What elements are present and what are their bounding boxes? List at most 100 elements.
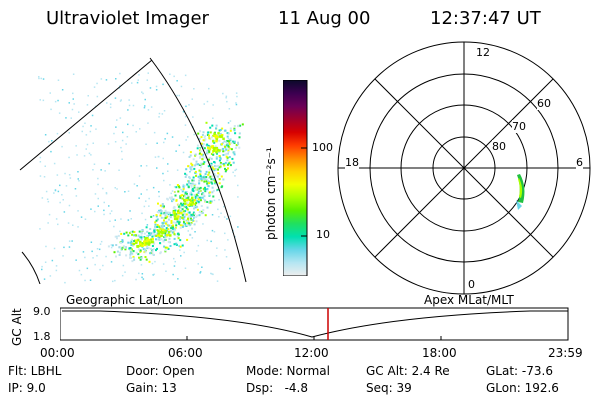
emission-pixel bbox=[129, 253, 132, 256]
emission-pixel bbox=[57, 99, 59, 102]
emission-pixel bbox=[204, 188, 207, 191]
emission-pixel bbox=[218, 216, 220, 218]
seq-value: Seq: 39 bbox=[366, 381, 412, 395]
emission-pixel bbox=[105, 192, 108, 195]
emission-pixel bbox=[202, 131, 205, 134]
emission-pixel bbox=[129, 241, 132, 244]
mlt-label-12: 12 bbox=[475, 46, 491, 59]
emission-pixel bbox=[140, 193, 142, 195]
emission-pixel bbox=[197, 175, 200, 178]
emission-pixel bbox=[132, 250, 135, 253]
emission-pixel bbox=[218, 155, 221, 157]
emission-pixel bbox=[44, 261, 47, 263]
emission-pixel bbox=[199, 155, 202, 158]
emission-pixel bbox=[159, 238, 162, 241]
emission-pixel bbox=[181, 244, 184, 247]
emission-pixel bbox=[99, 243, 102, 245]
emission-pixel bbox=[212, 104, 214, 106]
lat-label-70: 70 bbox=[512, 120, 526, 133]
emission-pixel bbox=[141, 229, 144, 232]
emission-pixel bbox=[210, 178, 213, 181]
emission-pixel bbox=[206, 152, 209, 155]
emission-pixel bbox=[54, 189, 57, 191]
emission-pixel bbox=[237, 143, 240, 146]
emission-pixel bbox=[150, 215, 153, 218]
emission-pixel bbox=[176, 94, 178, 97]
emission-pixel bbox=[186, 183, 189, 186]
emission-pixel bbox=[74, 188, 77, 190]
emission-pixel bbox=[132, 104, 135, 107]
emission-pixel bbox=[159, 204, 162, 207]
emission-pixel bbox=[230, 148, 233, 151]
emission-pixel bbox=[61, 89, 64, 91]
emission-pixel bbox=[232, 171, 234, 174]
emission-pixel bbox=[133, 183, 136, 185]
emission-pixel bbox=[172, 224, 175, 227]
emission-pixel bbox=[185, 105, 187, 108]
emission-pixel bbox=[186, 220, 189, 222]
emission-pixel bbox=[138, 197, 140, 199]
emission-pixel bbox=[227, 167, 229, 170]
emission-pixel bbox=[86, 104, 89, 106]
emission-pixel bbox=[174, 191, 176, 193]
colorbar-tick-100: 100 bbox=[312, 141, 333, 154]
emission-pixel bbox=[226, 140, 229, 142]
emission-pixel bbox=[235, 144, 238, 146]
emission-pixel bbox=[77, 210, 79, 212]
emission-pixel bbox=[226, 156, 229, 159]
emission-pixel bbox=[233, 140, 236, 143]
emission-pixel bbox=[136, 238, 140, 242]
emission-pixel bbox=[102, 187, 104, 190]
emission-pixel bbox=[145, 165, 148, 167]
emission-pixel bbox=[208, 191, 211, 194]
emission-pixel bbox=[138, 74, 140, 76]
emission-pixel bbox=[160, 210, 163, 212]
emission-pixel bbox=[188, 182, 190, 185]
emission-pixel bbox=[194, 231, 196, 233]
emission-pixel bbox=[201, 192, 204, 194]
emission-pixel bbox=[220, 186, 223, 189]
emission-pixel bbox=[158, 195, 160, 198]
emission-pixel bbox=[120, 249, 123, 251]
emission-pixel bbox=[199, 130, 202, 133]
polar-mlat-mlt-plot bbox=[337, 41, 591, 295]
emission-pixel bbox=[93, 163, 96, 165]
emission-pixel bbox=[183, 184, 186, 187]
emission-pixel bbox=[64, 172, 66, 175]
emission-pixel bbox=[169, 245, 172, 247]
emission-pixel bbox=[173, 186, 176, 188]
emission-pixel bbox=[77, 171, 79, 173]
emission-pixel bbox=[189, 168, 192, 171]
emission-pixel bbox=[120, 232, 123, 235]
emission-pixel bbox=[136, 245, 139, 248]
emission-pixel bbox=[84, 256, 86, 259]
emission-pixel bbox=[182, 187, 185, 189]
emission-pixel bbox=[180, 210, 183, 212]
emission-pixel bbox=[235, 103, 238, 106]
emission-pixel bbox=[184, 74, 187, 77]
emission-pixel bbox=[190, 213, 193, 216]
emission-pixel bbox=[210, 165, 213, 168]
emission-pixel bbox=[209, 126, 212, 129]
emission-pixel bbox=[81, 130, 83, 133]
emission-pixel bbox=[211, 186, 214, 189]
emission-pixel bbox=[75, 195, 78, 197]
emission-pixel bbox=[104, 170, 106, 172]
emission-pixel bbox=[228, 143, 231, 146]
emission-pixel bbox=[198, 149, 201, 152]
emission-pixel bbox=[179, 196, 182, 199]
aurora-emission bbox=[38, 72, 244, 284]
emission-pixel bbox=[204, 138, 207, 141]
emission-pixel bbox=[185, 204, 188, 206]
emission-pixel bbox=[71, 108, 74, 111]
emission-pixel bbox=[206, 239, 208, 242]
emission-pixel bbox=[99, 268, 101, 271]
emission-pixel bbox=[140, 232, 143, 235]
emission-pixel bbox=[162, 172, 164, 175]
emission-pixel bbox=[181, 190, 184, 193]
emission-pixel bbox=[45, 245, 47, 248]
emission-pixel bbox=[89, 130, 92, 133]
emission-pixel bbox=[167, 228, 170, 231]
emission-pixel bbox=[38, 77, 40, 80]
emission-pixel bbox=[190, 162, 193, 165]
